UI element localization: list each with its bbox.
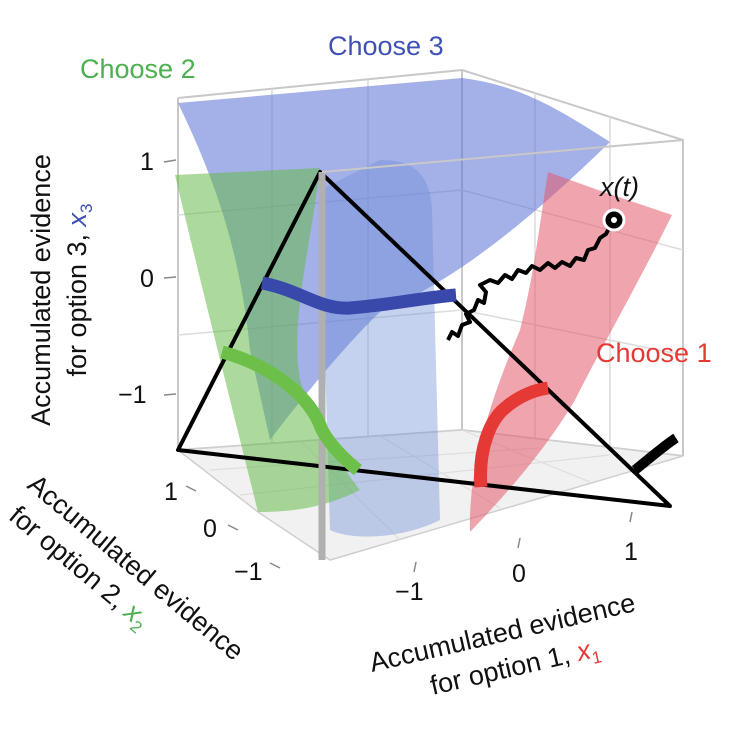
x3-title-text: for option 3, — [62, 226, 92, 376]
x2-tick-0: 0 — [203, 515, 217, 543]
choose-2-label: Choose 2 — [80, 54, 196, 84]
cube-front-frame — [321, 139, 684, 173]
choose-3-boundary-curve — [260, 276, 457, 315]
x2-title-line1: Accumulated evidence — [22, 469, 249, 667]
trajectory-label-base: x — [598, 172, 615, 202]
x2-tick-neg1: −1 — [234, 558, 263, 586]
evidence-trajectory — [446, 218, 616, 341]
x1-axis-title: Accumulated evidence for option 1, x1 — [367, 588, 638, 701]
x3-title-line1: Accumulated evidence — [26, 154, 56, 426]
choose-2-boundary-curve — [220, 345, 363, 476]
trajectory-label: x(t) — [598, 172, 639, 202]
x1-tick-0: 0 — [512, 560, 526, 588]
x2-axis-ticks: 1 0 −1 — [164, 478, 281, 586]
x3-var: x — [62, 211, 92, 228]
boundary-arc-edge — [631, 433, 679, 474]
x1-tick-1: 1 — [624, 538, 638, 566]
choose-1-surface — [469, 172, 672, 532]
x3-tick-0: 0 — [140, 265, 154, 293]
x3-tick-neg1: −1 — [118, 381, 147, 409]
choose-3-label: Choose 3 — [328, 31, 444, 61]
x1-sub: 1 — [590, 647, 604, 668]
choose-1-boundary-curve — [474, 381, 550, 488]
trajectory-label-arg: (t) — [614, 172, 639, 202]
decision-triangle — [176, 170, 672, 508]
choose-3-surface-wall — [320, 160, 440, 537]
x3-title-line2: for option 3, x3 — [62, 203, 96, 376]
x3-sub: 3 — [77, 203, 96, 212]
x1-tick-neg1: −1 — [395, 578, 424, 606]
x3-tick-1: 1 — [140, 148, 154, 176]
x2-tick-1: 1 — [164, 478, 178, 506]
x3-axis-ticks: 1 0 −1 — [118, 148, 177, 409]
trajectory-endpoint-dot — [611, 217, 617, 223]
x2-axis-title: Accumulated evidence for option 2, x2 — [4, 469, 250, 667]
x3-axis-title: Accumulated evidence for option 3, x3 — [26, 154, 96, 426]
x1-axis-ticks: −1 0 1 — [395, 511, 638, 606]
choose-1-label: Choose 1 — [596, 338, 712, 368]
